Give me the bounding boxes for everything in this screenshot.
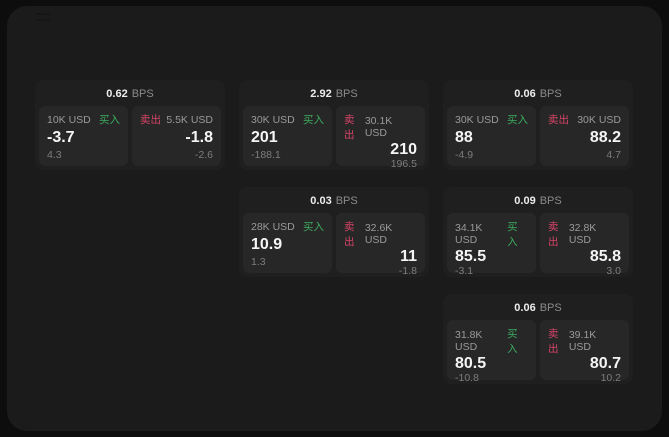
bps-unit: BPS xyxy=(539,88,562,100)
sell-panel[interactable]: 卖出 32.8K USD 85.8 3.0 xyxy=(540,213,629,277)
sell-change: -1.8 xyxy=(398,265,417,277)
sell-size-label: 32.8K USD xyxy=(568,222,597,246)
bps-value: 0.09 xyxy=(514,195,536,207)
buy-price: 85.5 xyxy=(455,248,487,265)
buy-size-label: 31.8K USD xyxy=(455,329,483,353)
sell-change: 10.2 xyxy=(600,372,621,384)
buy-size-label: 10K USD xyxy=(47,113,91,126)
sell-change: 4.7 xyxy=(606,149,621,161)
sell-change: 196.5 xyxy=(390,158,417,170)
quote-card: 0.06 BPS 30K USD 买入 88 -4.9 卖出 30K USD 88.2… xyxy=(443,80,633,170)
sell-label: 卖出 xyxy=(548,221,559,248)
buy-price: 10.9 xyxy=(251,236,283,253)
sell-panel[interactable]: 卖出 32.6K USD 11 -1.8 xyxy=(336,213,425,277)
bps-header: 0.03 BPS xyxy=(243,191,425,213)
sell-price: -1.8 xyxy=(185,129,213,146)
buy-panel[interactable]: 34.1K USD 买入 85.5 -3.1 xyxy=(447,213,536,277)
buy-panel[interactable]: 10K USD 买入 -3.7 4.3 xyxy=(39,106,128,166)
sell-price: 210 xyxy=(390,141,417,158)
sell-size-label: 39.1K USD xyxy=(568,329,597,353)
buy-change: -3.1 xyxy=(455,265,474,277)
buy-panel[interactable]: 31.8K USD 买入 80.5 -10.8 xyxy=(447,320,536,384)
sell-price: 11 xyxy=(400,248,417,265)
bps-value: 0.06 xyxy=(514,302,536,314)
sell-panel[interactable]: 卖出 30.1K USD 210 196.5 xyxy=(336,106,425,170)
sell-size-label: 32.6K USD xyxy=(364,222,393,246)
bps-unit: BPS xyxy=(335,88,358,100)
bps-value: 0.03 xyxy=(310,195,332,207)
bps-value: 0.06 xyxy=(514,88,536,100)
buy-price: 80.5 xyxy=(455,355,487,372)
buy-size-label: 28K USD xyxy=(251,220,295,233)
buy-price: 88 xyxy=(455,129,473,146)
bps-header: 0.62 BPS xyxy=(39,84,221,106)
sell-label: 卖出 xyxy=(344,114,355,141)
bps-unit: BPS xyxy=(539,302,562,314)
sell-panel[interactable]: 卖出 30K USD 88.2 4.7 xyxy=(540,106,629,166)
buy-change: -10.8 xyxy=(455,372,479,384)
sell-change: -2.6 xyxy=(194,149,213,161)
quote-card: 0.62 BPS 10K USD 买入 -3.7 4.3 卖出 5.5K USD -1… xyxy=(35,80,225,170)
bps-header: 0.06 BPS xyxy=(447,84,629,106)
bps-header: 2.92 BPS xyxy=(243,84,425,106)
buy-change: 1.3 xyxy=(251,256,266,268)
bps-value: 2.92 xyxy=(310,88,332,100)
quote-card: 0.06 BPS 31.8K USD 买入 80.5 -10.8 卖出 39.1K U… xyxy=(443,294,633,384)
drag-handle-icon[interactable] xyxy=(36,13,50,21)
bps-unit: BPS xyxy=(131,88,154,100)
sell-label: 卖出 xyxy=(140,114,161,126)
buy-change: 4.3 xyxy=(47,149,62,161)
sell-size-label: 5.5K USD xyxy=(166,113,213,126)
buy-change: -4.9 xyxy=(455,149,474,161)
sell-panel[interactable]: 卖出 39.1K USD 80.7 10.2 xyxy=(540,320,629,384)
buy-price: -3.7 xyxy=(47,129,75,146)
quote-card: 2.92 BPS 30K USD 买入 201 -188.1 卖出 30.1K USD… xyxy=(239,80,429,170)
bps-header: 0.09 BPS xyxy=(447,191,629,213)
sell-price: 88.2 xyxy=(589,129,621,146)
sell-price: 80.7 xyxy=(589,355,621,372)
buy-size-label: 30K USD xyxy=(251,113,295,126)
buy-panel[interactable]: 28K USD 买入 10.9 1.3 xyxy=(243,213,332,273)
sell-label: 卖出 xyxy=(344,221,355,248)
buy-label: 买入 xyxy=(507,114,528,126)
sell-size-label: 30.1K USD xyxy=(364,115,393,139)
buy-change: -188.1 xyxy=(251,149,281,161)
sell-label: 卖出 xyxy=(548,114,569,126)
buy-price: 201 xyxy=(251,129,278,146)
buy-size-label: 30K USD xyxy=(455,113,499,126)
bps-header: 0.06 BPS xyxy=(447,298,629,320)
buy-panel[interactable]: 30K USD 买入 88 -4.9 xyxy=(447,106,536,166)
buy-label: 买入 xyxy=(507,328,518,355)
buy-label: 买入 xyxy=(303,114,324,126)
sell-size-label: 30K USD xyxy=(577,113,621,126)
sell-change: 3.0 xyxy=(606,265,621,277)
quote-card: 0.09 BPS 34.1K USD 买入 85.5 -3.1 卖出 32.8K US… xyxy=(443,187,633,277)
sell-price: 85.8 xyxy=(589,248,621,265)
bps-value: 0.62 xyxy=(106,88,128,100)
buy-panel[interactable]: 30K USD 买入 201 -188.1 xyxy=(243,106,332,166)
buy-label: 买入 xyxy=(507,221,518,248)
sell-label: 卖出 xyxy=(548,328,559,355)
buy-label: 买入 xyxy=(99,114,120,126)
buy-label: 买入 xyxy=(303,221,324,233)
buy-size-label: 34.1K USD xyxy=(455,222,483,246)
quote-card: 0.03 BPS 28K USD 买入 10.9 1.3 卖出 32.6K USD 1… xyxy=(239,187,429,277)
bps-unit: BPS xyxy=(335,195,358,207)
bps-unit: BPS xyxy=(539,195,562,207)
sell-panel[interactable]: 卖出 5.5K USD -1.8 -2.6 xyxy=(132,106,221,166)
